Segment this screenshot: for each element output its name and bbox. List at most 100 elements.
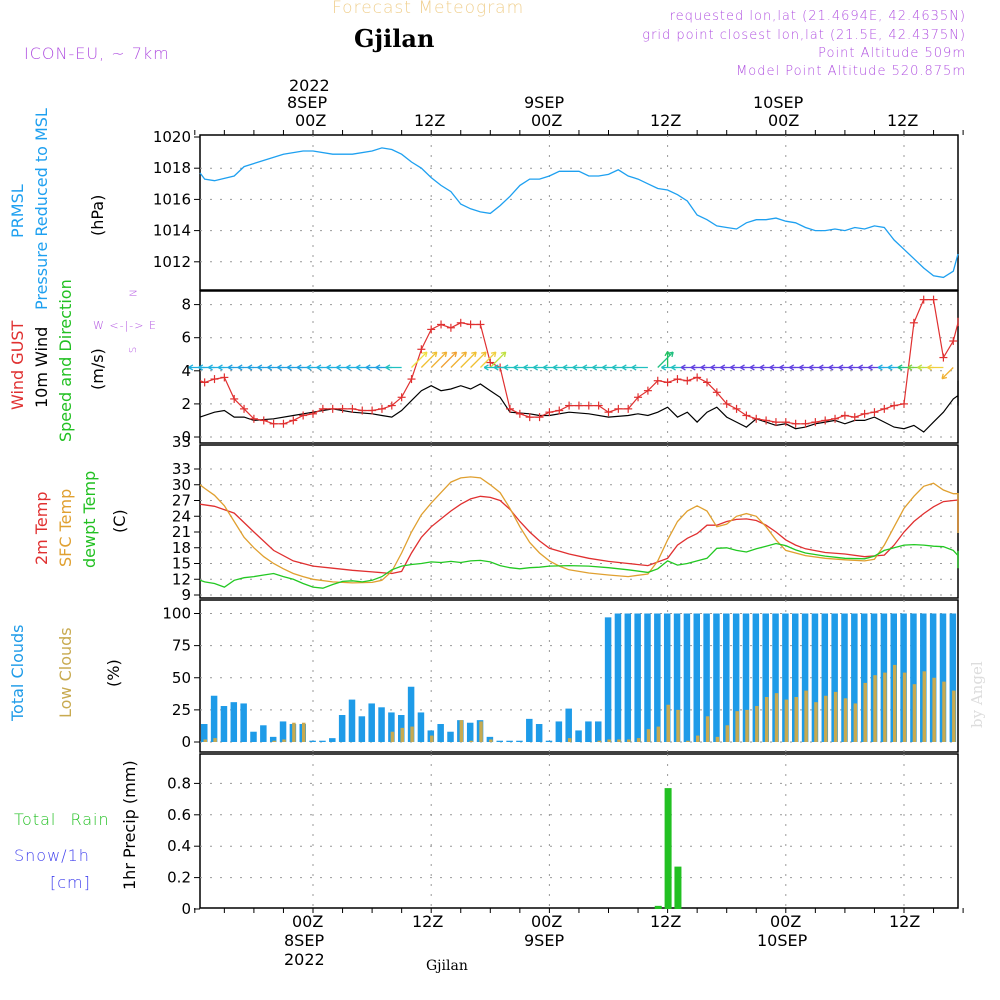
wind-arrow-head: [808, 364, 814, 369]
wind-arrow-head: [474, 351, 477, 358]
bottom-date-label: 10SEP: [757, 931, 808, 950]
wind-arrow-head: [306, 364, 312, 369]
total-cloud-bar: [201, 724, 208, 742]
wind-arrow-head: [542, 366, 548, 371]
wind-arrow-head: [739, 366, 745, 371]
y-tick-label: 33: [172, 460, 191, 478]
wind-direction-arrow: [489, 351, 507, 368]
grid-point-coords: grid point closest lon,lat (21.5E, 42.43…: [642, 28, 966, 43]
wind-arrow-head: [286, 364, 292, 369]
wind-arrow-head: [276, 364, 282, 369]
wind-arrow-head: [828, 366, 834, 371]
wind-arrow-head: [927, 364, 933, 369]
total-cloud-bar: [821, 613, 829, 742]
wind-direction-arrow: [440, 351, 457, 368]
wind-arrow-head: [562, 364, 568, 369]
wind-arrow-head: [208, 366, 213, 371]
total-cloud-bar: [949, 613, 957, 742]
low-cloud-bar: [912, 684, 917, 742]
wind-arrow-head: [858, 364, 864, 369]
total-cloud-bar: [368, 703, 375, 742]
wind-arrow-head: [670, 364, 676, 369]
wind-arrow-head: [471, 351, 477, 354]
wind-arrow-head: [749, 364, 755, 369]
panel-frame: [199, 599, 959, 753]
wind-arrow-head: [730, 364, 736, 369]
wind-arrow-head: [700, 364, 706, 369]
wind-arrow-head: [355, 366, 361, 371]
wind-arrow-head: [542, 364, 548, 369]
wind-arrow-head: [345, 366, 351, 371]
wind-arrow-head: [493, 366, 499, 371]
wind-arrow-head: [227, 366, 233, 371]
total-cloud-bar: [811, 613, 819, 742]
bottom-tick-label: 00Z: [292, 912, 324, 931]
y-tick-label: 0: [181, 428, 191, 446]
low-cloud-bar: [745, 709, 749, 742]
wind-arrow-head: [208, 364, 213, 369]
wind-arrow-head: [533, 364, 539, 369]
low-cloud-bar: [922, 671, 927, 742]
dewpt-line: [199, 542, 959, 589]
sfc-temp-line: [199, 476, 959, 584]
y-tick-label: 1018: [153, 159, 191, 177]
wind-direction-arrow: [460, 351, 477, 368]
wind-arrow-head: [500, 351, 506, 354]
point-altitude: Point Altitude 509m: [818, 46, 966, 61]
wind-arrow-head: [276, 366, 282, 371]
low-cloud-bar: [676, 709, 680, 742]
wind-direction-arrow: [411, 351, 428, 368]
total-cloud-bar: [860, 613, 868, 742]
wind-arrow-head: [828, 364, 834, 369]
low-cloud-bar: [479, 721, 483, 742]
total-cloud-bar: [378, 707, 385, 742]
low-cloud-bar: [469, 740, 473, 742]
top-date-label: 10SEP: [753, 93, 804, 112]
low-cloud-bar: [282, 739, 286, 742]
total-cloud-bar: [565, 708, 572, 742]
wind-arrow-head: [670, 366, 676, 371]
y-tick-label: 30: [172, 476, 191, 494]
wind-arrow-head: [621, 364, 627, 369]
wind-arrow-head: [247, 366, 253, 371]
low-cloud-bar: [636, 738, 641, 742]
total-cloud-bar: [634, 613, 641, 742]
wind-arrow-head: [789, 366, 795, 371]
wind-arrow-head: [198, 364, 204, 369]
wind-arrow-head: [667, 351, 671, 357]
total-cloud-bar: [851, 613, 858, 742]
low-cloud-bar: [774, 693, 779, 742]
wind-arrow-head: [877, 364, 883, 369]
total-cloud-bar: [742, 613, 750, 742]
total-cloud-bar: [437, 724, 444, 742]
wind-arrow-head: [365, 364, 371, 369]
wind-arrow-head: [494, 351, 497, 358]
wind-arrow-head: [631, 366, 637, 371]
top-tick-label: 12Z: [887, 111, 919, 130]
wind-arrow-head: [848, 366, 854, 371]
wind-arrow-head: [296, 366, 302, 371]
total-cloud-bar: [338, 715, 346, 742]
wind-arrow-head: [217, 366, 223, 371]
wind-arrow-head: [838, 366, 844, 371]
total-cloud-bar: [555, 721, 563, 742]
wind-arrow-head: [441, 351, 447, 354]
wind-arrow-head: [759, 364, 765, 369]
total-cloud-bar: [683, 613, 691, 742]
wind-arrow-head: [897, 364, 903, 369]
bottom-year-label: 2022: [284, 950, 325, 969]
y-tick-label: 24: [172, 507, 191, 525]
low-cloud-bar: [597, 740, 601, 742]
total-cloud-bar: [723, 613, 730, 742]
wind-arrow-head: [375, 366, 381, 371]
total-cloud-bar: [654, 613, 661, 742]
total-cloud-bar: [841, 613, 848, 742]
total-cloud-bar: [792, 613, 799, 742]
y-tick-label: 27: [172, 492, 191, 510]
wind-arrow-head: [671, 351, 674, 358]
wind-arrow-head: [365, 366, 371, 371]
wind-arrow-head: [779, 364, 785, 369]
total-cloud-bar: [388, 712, 395, 742]
total-cloud-bar: [516, 740, 523, 742]
low-cloud-bar: [804, 690, 808, 742]
